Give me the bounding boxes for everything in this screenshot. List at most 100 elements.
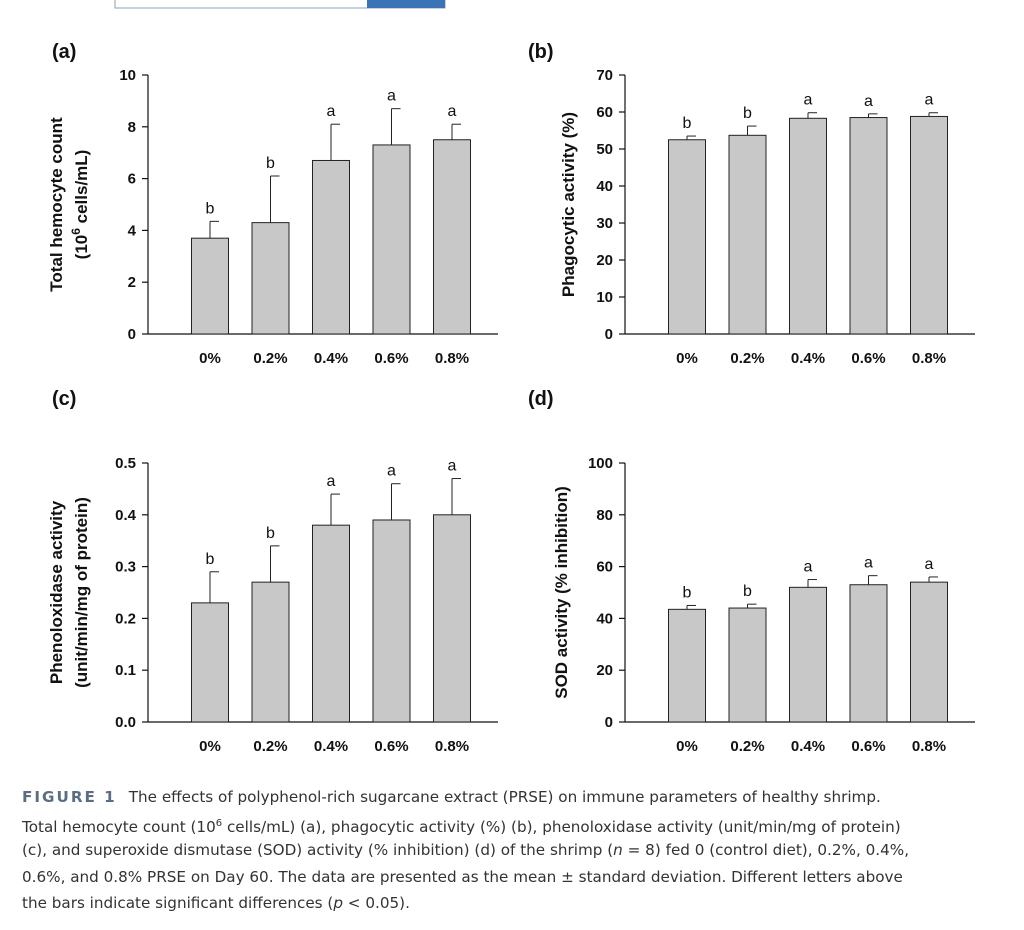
y-axis-label-part: (10 xyxy=(72,235,91,260)
x-tick-label: 0.2% xyxy=(253,738,287,755)
y-tick-label: 20 xyxy=(596,662,613,679)
y-tick-label: 70 xyxy=(596,67,613,84)
caption-text: FIGURE 1 xyxy=(22,788,117,806)
y-tick-label: 0.5 xyxy=(115,455,136,472)
significance-letter: a xyxy=(804,92,813,109)
x-tick-label: 0.8% xyxy=(912,738,946,755)
y-tick-label: 6 xyxy=(128,171,136,188)
y-tick-label: 40 xyxy=(596,178,613,195)
y-axis-label-part: SOD activity (% inhibition) xyxy=(552,486,571,699)
caption-line: FIGURE 1 The effects of polyphenol-rich s… xyxy=(22,784,1012,811)
significance-letter: b xyxy=(266,155,275,172)
bar xyxy=(728,134,767,335)
panel-label: (c) xyxy=(52,388,76,410)
bar xyxy=(191,602,229,723)
significance-letter: b xyxy=(206,551,215,568)
bar xyxy=(789,586,827,723)
significance-letter: a xyxy=(804,559,813,576)
caption-text: 6 xyxy=(215,817,223,829)
x-tick-label: 0.2% xyxy=(730,738,764,755)
y-tick-label: 20 xyxy=(596,252,613,269)
header-fragment-badge xyxy=(367,0,445,8)
y-tick-label: 0.4 xyxy=(115,507,137,524)
significance-letter: b xyxy=(743,583,752,600)
figure: (a)Total hemocyte count (106 cells/mL)024… xyxy=(47,0,975,755)
y-axis-label-part: (unit/min/mg of protein) xyxy=(72,497,91,688)
bar xyxy=(191,237,229,335)
x-tick-label: 0.8% xyxy=(912,350,946,367)
x-tick-label: 0% xyxy=(676,738,698,755)
significance-letter: b xyxy=(206,200,215,217)
significance-letter: b xyxy=(266,525,275,542)
y-tick-label: 0 xyxy=(128,326,136,343)
bar xyxy=(728,607,767,723)
x-tick-label: 0.6% xyxy=(374,350,408,367)
x-tick-label: 0.4% xyxy=(314,738,348,755)
panel-label: (b) xyxy=(528,41,554,63)
bar xyxy=(372,519,411,723)
y-tick-label: 0.3 xyxy=(115,559,136,576)
y-tick-label: 80 xyxy=(596,507,613,524)
bar xyxy=(251,581,290,723)
y-tick-label: 0.0 xyxy=(115,714,136,731)
significance-letter: a xyxy=(925,92,934,109)
caption-line: Total hemocyte count (106 cells/mL) (a),… xyxy=(22,811,1012,838)
y-tick-label: 8 xyxy=(128,119,136,136)
x-tick-label: 0% xyxy=(676,350,698,367)
x-tick-label: 0.4% xyxy=(314,350,348,367)
caption-line: the bars indicate significant difference… xyxy=(22,890,1012,917)
y-axis-label: (106 cells/mL) xyxy=(69,150,91,260)
y-axis-label: Total hemocyte count xyxy=(47,117,66,292)
significance-letter: b xyxy=(743,105,752,122)
y-tick-label: 4 xyxy=(128,222,137,239)
y-tick-label: 60 xyxy=(596,104,613,121)
y-tick-label: 40 xyxy=(596,610,613,627)
y-tick-label: 30 xyxy=(596,215,613,232)
caption-text: p xyxy=(333,894,343,913)
caption-text: cells/mL) (a), phagocytic activity (%) (… xyxy=(222,817,901,836)
caption-text: The effects of polyphenol-rich sugarcane… xyxy=(128,788,881,806)
bar xyxy=(433,514,471,723)
x-tick-label: 0.6% xyxy=(851,350,885,367)
bar xyxy=(668,608,706,723)
x-tick-label: 0.2% xyxy=(253,350,287,367)
x-tick-label: 0.8% xyxy=(435,738,469,755)
significance-letter: a xyxy=(864,93,873,110)
y-tick-label: 0.2 xyxy=(115,610,136,627)
y-axis-label: (unit/min/mg of protein) xyxy=(72,497,91,688)
bar xyxy=(789,117,827,335)
significance-letter: a xyxy=(327,473,336,490)
bar xyxy=(849,117,888,335)
bar xyxy=(910,115,948,335)
caption: FIGURE 1 The effects of polyphenol-rich s… xyxy=(22,784,1012,917)
y-axis-label-part: Phenoloxidase activity xyxy=(47,500,66,684)
y-tick-label: 10 xyxy=(119,67,136,84)
significance-letter: a xyxy=(327,103,336,120)
caption-line: (c), and superoxide dismutase (SOD) acti… xyxy=(22,837,1012,864)
significance-letter: b xyxy=(683,115,692,132)
x-tick-label: 0.4% xyxy=(791,738,825,755)
caption-text: 0.6%, and 0.8% PRSE on Day 60. The data … xyxy=(22,867,903,886)
y-axis-label: SOD activity (% inhibition) xyxy=(552,486,571,699)
significance-letter: a xyxy=(448,103,457,120)
significance-letter: a xyxy=(387,88,396,105)
bar xyxy=(668,139,706,335)
caption-text: Total hemocyte count (10 xyxy=(22,817,216,836)
significance-letter: a xyxy=(387,463,396,480)
significance-letter: a xyxy=(448,458,457,475)
bar xyxy=(910,581,948,723)
bar xyxy=(372,144,411,335)
y-axis-label: Phagocytic activity (%) xyxy=(559,112,578,297)
significance-letter: b xyxy=(683,584,692,601)
bar xyxy=(433,139,471,335)
significance-letter: a xyxy=(925,556,934,573)
caption-text: = 8) fed 0 (control diet), 0.2%, 0.4%, xyxy=(622,841,910,860)
y-axis-label-part: Phagocytic activity (%) xyxy=(559,112,578,297)
bar xyxy=(312,524,350,723)
y-tick-label: 0.1 xyxy=(115,662,136,679)
y-axis-label-part: 6 xyxy=(69,228,83,235)
x-tick-label: 0.4% xyxy=(791,350,825,367)
x-tick-label: 0.6% xyxy=(374,738,408,755)
y-axis-label-part: Total hemocyte count xyxy=(47,117,66,292)
